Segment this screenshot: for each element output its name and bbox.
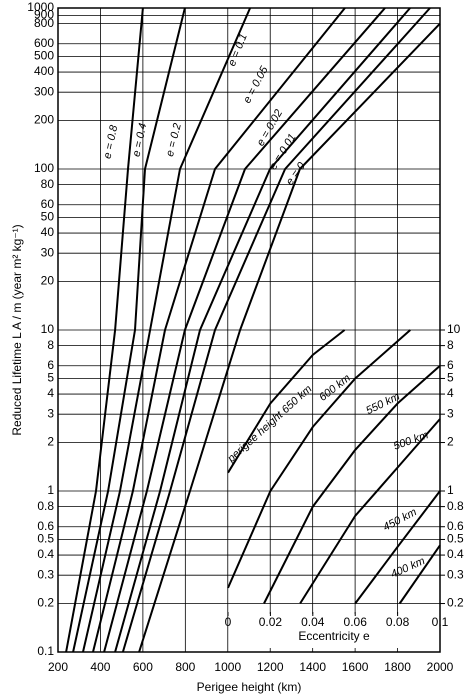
y-tick-label: 200 [34,113,54,127]
inset-x-tick-label: 0.04 [301,615,325,629]
y-tick-label: 900 [34,8,54,22]
y-tick-label: 20 [41,274,55,288]
y2-tick-label: 0.3 [447,567,464,581]
x-tick-label: 400 [90,660,110,674]
y2-tick-label: 5 [447,371,454,385]
inset-x-tick-label: 0.08 [386,615,410,629]
y2-tick-label: 4 [447,386,454,400]
y-tick-label: 0.1 [37,644,54,658]
inset-x-tick-label: 0 [225,615,232,629]
y2-tick-label: 3 [447,406,454,420]
x-tick-label: 1600 [342,660,369,674]
y2-tick-label: 8 [447,338,454,352]
y-tick-label: 300 [34,84,54,98]
y-tick-label: 80 [41,177,55,191]
y-tick-label: 3 [47,406,54,420]
inset-axis-band [229,614,439,648]
y2-tick-label: 6 [447,358,454,372]
y-tick-label: 0.3 [37,567,54,581]
x-tick-label: 800 [175,660,195,674]
x-tick-label: 1400 [299,660,326,674]
y-tick-label: 5 [47,371,54,385]
y2-tick-label: 0.4 [447,547,464,561]
y-tick-label: 0.8 [37,499,54,513]
y-tick-label: 0.6 [37,519,54,533]
y-tick-label: 800 [34,16,54,30]
y-tick-label: 60 [41,197,55,211]
y2-tick-label: 0.6 [447,519,464,533]
curve [354,490,441,605]
curve [82,7,252,653]
y2-tick-label: 2 [447,435,454,449]
y-tick-label: 2 [47,435,54,449]
inset-x-tick-label: 0.06 [344,615,368,629]
y2-tick-label: 1 [447,483,454,497]
y-tick-label: 500 [34,49,54,63]
x-tick-label: 600 [133,660,153,674]
y-tick-label: 0.5 [37,532,54,546]
y2-tick-label: 0.2 [447,596,464,610]
x-tick-label: 1800 [384,660,411,674]
curve [92,7,346,653]
curve [398,544,441,605]
curve [103,7,386,653]
curve [138,22,441,653]
y2-tick-label: 0.5 [447,532,464,546]
y-tick-label: 40 [41,225,55,239]
x-axis-label: Perigee height (km) [197,680,302,694]
y2-tick-label: 0.8 [447,499,464,513]
x-tick-label: 200 [48,660,68,674]
plot-frame [57,7,441,653]
curve [227,329,411,589]
y-tick-label: 8 [47,338,54,352]
y2-tick-label: 10 [447,322,461,336]
y-tick-label: 4 [47,386,54,400]
curve [299,418,441,605]
y-tick-label: 0.4 [37,547,54,561]
curve [72,7,186,653]
curve [65,7,144,653]
y-axis-label: Reduced Lifetime L A / m (year m² kg⁻¹) [10,224,24,435]
y-tick-label: 1000 [27,0,54,14]
curve [121,7,431,653]
curve [227,329,346,474]
y-tick-label: 1 [47,483,54,497]
y-tick-label: 0.2 [37,596,54,610]
inset-x-axis-label: Eccentricity e [298,629,370,643]
y-tick-label: 100 [34,161,54,175]
x-tick-label: 2000 [427,660,454,674]
x-tick-label: 1200 [257,660,284,674]
x-tick-label: 1000 [214,660,241,674]
curves [65,7,441,653]
y-tick-label: 600 [34,36,54,50]
y-tick-label: 6 [47,358,54,372]
y-tick-label: 50 [41,210,55,224]
curve [114,7,411,653]
y-tick-label: 30 [41,245,55,259]
y-tick-label: 10 [41,322,55,336]
curve [263,364,441,604]
inset-x-tick-label: 0.02 [259,615,283,629]
y-tick-label: 400 [34,64,54,78]
